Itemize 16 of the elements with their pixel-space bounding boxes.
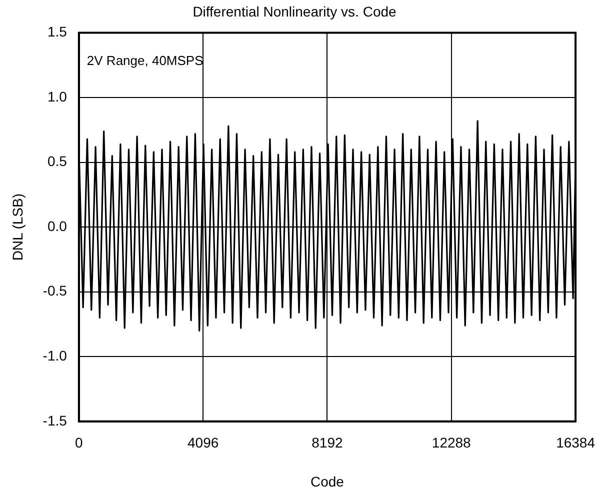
x-tick-label: 8192: [312, 434, 344, 451]
x-tick-label: 12288: [432, 434, 472, 451]
y-tick-label: 1.0: [47, 88, 68, 104]
y-tick-label: -1.5: [42, 412, 68, 428]
x-tick-label: 16384: [556, 434, 596, 451]
y-tick-label: 0.0: [47, 218, 68, 234]
chart-title: Differential Nonlinearity vs. Code: [192, 3, 397, 20]
y-tick-label: -0.5: [42, 282, 68, 299]
y-axis-title: DNL (LSB): [9, 194, 26, 261]
x-tick-label: 4096: [188, 434, 219, 451]
annotation: 2V Range, 40MSPS: [86, 52, 204, 68]
x-tick-label: 0: [75, 434, 84, 451]
y-tick-label: -1.0: [42, 347, 68, 364]
y-tick-label: 1.5: [47, 24, 68, 40]
x-axis-title: Code: [310, 473, 344, 490]
y-tick-label: 0.5: [47, 153, 68, 170]
